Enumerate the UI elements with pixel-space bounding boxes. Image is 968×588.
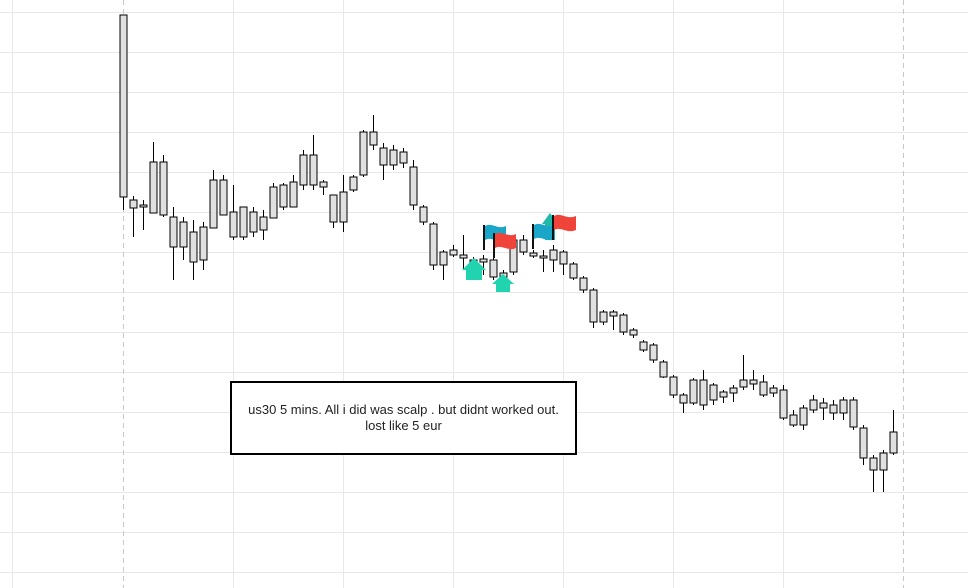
candle-body <box>259 216 268 231</box>
candle-body <box>129 199 138 209</box>
candle-body <box>489 259 498 278</box>
candle-body <box>409 166 418 206</box>
candle-body <box>859 427 868 459</box>
candle-body <box>539 255 548 259</box>
candle-body <box>809 399 818 411</box>
candle-body <box>839 399 848 414</box>
candle-body <box>159 161 168 216</box>
annotation-box: us30 5 mins. All i did was scalp . but d… <box>230 381 577 455</box>
candle-body <box>849 399 858 428</box>
candle-body <box>189 231 198 263</box>
candle-body <box>429 223 438 266</box>
candle-body <box>659 361 668 378</box>
candle-body <box>169 216 178 248</box>
candle-body <box>459 254 468 259</box>
candle-body <box>249 211 258 233</box>
session-lines <box>123 0 904 588</box>
candle-body <box>579 277 588 291</box>
candle-body <box>329 194 338 223</box>
candle-body <box>699 379 708 406</box>
candle-body <box>139 204 148 208</box>
candle-body <box>379 147 388 166</box>
candle-body <box>439 251 448 266</box>
candle-body <box>789 414 798 426</box>
candle-body <box>689 379 698 404</box>
candle-body <box>319 181 328 188</box>
candles <box>119 14 898 492</box>
candle-body <box>669 376 678 396</box>
candle-body <box>709 384 718 401</box>
candle-body <box>299 154 308 186</box>
candle-body <box>449 249 458 256</box>
annotation: us30 5 mins. All i did was scalp . but d… <box>248 402 559 433</box>
candle-body <box>349 176 358 191</box>
candle-body <box>309 154 318 186</box>
candle-body <box>889 431 898 454</box>
candle-body <box>739 379 748 388</box>
candle-body <box>359 131 368 176</box>
candle-body <box>479 258 488 263</box>
candle-body <box>639 341 648 351</box>
candle-body <box>769 387 778 394</box>
candle-body <box>719 391 728 398</box>
candle-body <box>799 407 808 426</box>
candle-body <box>279 184 288 208</box>
candle-body <box>519 239 528 253</box>
candle-body <box>369 131 378 146</box>
candle-body <box>609 311 618 317</box>
candle-body <box>119 14 128 198</box>
candle-body <box>749 379 758 385</box>
candle-body <box>529 252 538 257</box>
candle-body <box>149 161 158 214</box>
trade-markers <box>462 213 576 292</box>
candle-body <box>269 186 278 219</box>
candle-body <box>179 221 188 248</box>
candle-body <box>419 206 428 223</box>
candle-body <box>829 404 838 414</box>
candle-body <box>339 191 348 223</box>
candle-body <box>589 289 598 323</box>
candle-body <box>779 389 788 419</box>
candle-body <box>239 206 248 238</box>
candle-body <box>199 226 208 261</box>
candle-body <box>389 149 398 166</box>
candle-body <box>679 394 688 404</box>
candle-body <box>729 387 738 394</box>
candle-body <box>599 311 608 323</box>
candle-body <box>549 249 558 261</box>
candle-body <box>289 181 298 208</box>
candle-body <box>399 151 408 164</box>
candle-body <box>759 381 768 396</box>
candle-body <box>879 452 888 471</box>
candle-body <box>619 314 628 333</box>
candle-body <box>869 457 878 471</box>
candle-body <box>629 329 638 336</box>
candle-body <box>209 179 218 229</box>
candle-body <box>229 211 238 238</box>
candle-body <box>649 344 658 361</box>
candle-body <box>219 179 228 216</box>
candle-body <box>569 263 578 279</box>
candle-body <box>559 251 568 265</box>
candle-body <box>819 402 828 409</box>
